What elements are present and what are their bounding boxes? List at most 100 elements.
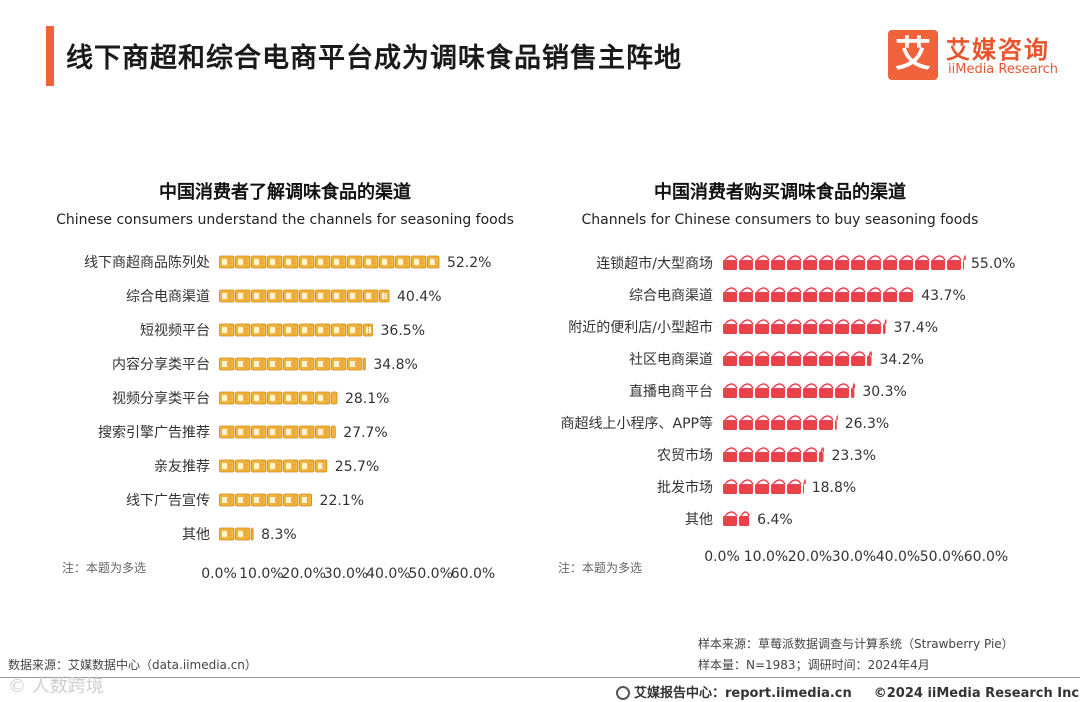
right-bag-handle [820, 415, 834, 421]
left-ticket-inner [238, 395, 243, 401]
right-bag-handle [772, 383, 786, 389]
left-ticket-inner [366, 293, 371, 299]
right-bag-handle [724, 351, 738, 357]
right-bag-mark [867, 260, 881, 270]
globe-icon [616, 686, 630, 700]
right-x-tick-6: 60.0% [964, 549, 1008, 565]
left-category-label-3: 内容分享类平台 [112, 356, 210, 373]
right-bag-handle [948, 255, 962, 261]
right-category-label-0: 连锁超市/大型商场 [596, 255, 713, 272]
left-ticket-inner [334, 259, 339, 265]
left-category-label-4: 视频分享类平台 [112, 390, 210, 407]
left-x-tick-1: 10.0% [239, 566, 283, 582]
right-bag-mark [867, 356, 872, 366]
right-bag-mark [723, 452, 737, 462]
left-ticket-inner [302, 327, 307, 333]
left-ticket-inner [222, 531, 227, 537]
right-bag-mark [755, 484, 769, 494]
right-bag-mark [739, 324, 753, 334]
watermark: © 人数跨境 [8, 676, 104, 697]
left-ticket-inner [238, 361, 243, 367]
right-bag-mark [787, 388, 801, 398]
left-ticket-inner [238, 327, 243, 333]
right-bag-handle [772, 255, 786, 261]
right-bag-handle [740, 255, 754, 261]
right-bag-handle [724, 319, 738, 325]
left-ticket-inner [222, 497, 227, 503]
logo-mark: 艾 [888, 30, 938, 80]
right-bag-handle [852, 319, 866, 325]
right-x-tick-0: 0.0% [704, 549, 740, 565]
right-bag-mark [835, 324, 849, 334]
left-category-label-7: 线下广告宣传 [126, 493, 210, 509]
left-x-tick-4: 40.0% [366, 566, 410, 582]
right-bag-handle [740, 383, 754, 389]
left-ticket-mark [363, 357, 366, 371]
right-bag-handle [820, 383, 834, 389]
right-bag-mark [867, 292, 881, 302]
left-ticket-inner [238, 531, 243, 537]
left-ticket-inner [350, 361, 355, 367]
right-bag-handle [836, 351, 850, 357]
right-category-label-3: 社区电商渠道 [629, 352, 713, 368]
right-category-label-1: 综合电商渠道 [629, 288, 713, 304]
right-bag-mark [787, 260, 801, 270]
right-bag-handle [740, 319, 754, 325]
right-bag-handle [788, 479, 802, 485]
right-chart-subtitle: Channels for Chinese consumers to buy se… [581, 212, 979, 228]
right-bag-handle [756, 255, 770, 261]
left-ticket-inner [366, 259, 371, 265]
left-bar-3: 内容分享类平台 34.8% [112, 356, 418, 373]
right-bag-mark [883, 292, 897, 302]
right-category-label-8: 其他 [685, 512, 713, 528]
right-bag-handle [868, 319, 882, 325]
left-category-label-8: 其他 [182, 527, 210, 543]
right-bag-handle [916, 255, 930, 261]
right-category-label-6: 农贸市场 [657, 447, 713, 464]
left-bar-5: 搜索引擎广告推荐 27.7% [98, 424, 388, 441]
right-category-label-7: 批发市场 [657, 479, 713, 496]
left-ticket-inner [302, 293, 307, 299]
left-ticket-inner [318, 463, 323, 469]
left-ticket-inner [302, 259, 307, 265]
right-bag-mark [723, 324, 737, 334]
left-ticket-mark [251, 527, 254, 541]
left-ticket-inner [222, 293, 227, 299]
report-center[interactable]: 艾媒报告中心：report.iimedia.cn [634, 686, 852, 701]
right-bag-mark [947, 260, 961, 270]
right-bag-mark [819, 452, 824, 462]
right-bag-mark [899, 260, 913, 270]
left-ticket-inner [286, 293, 291, 299]
left-ticket-inner [254, 293, 259, 299]
right-bag-mark [755, 260, 769, 270]
right-bag-handle [836, 319, 850, 325]
right-bag-mark [771, 420, 785, 430]
right-bag-mark [819, 356, 833, 366]
right-bag-mark [819, 260, 833, 270]
left-ticket-inner [414, 259, 419, 265]
left-ticket-mark [331, 425, 336, 439]
right-bag-mark [819, 292, 833, 302]
right-bag-handle [836, 255, 850, 261]
right-bag-mark [723, 356, 737, 366]
right-bag-handle [788, 287, 802, 293]
right-bag-handle [788, 383, 802, 389]
left-ticket-inner [286, 429, 291, 435]
right-bag-handle [740, 447, 754, 453]
right-bag-handle [868, 287, 882, 293]
left-ticket-inner [238, 497, 243, 503]
right-bag-mark [803, 324, 817, 334]
left-ticket-inner [286, 497, 291, 503]
left-ticket-inner [430, 259, 435, 265]
left-ticket-inner [286, 463, 291, 469]
right-bag-mark [771, 484, 785, 494]
left-ticket-inner [238, 259, 243, 265]
left-bar-2: 短视频平台 36.5% [140, 323, 425, 339]
right-bag-mark [851, 356, 865, 366]
left-ticket-inner [254, 429, 259, 435]
right-bag-mark [803, 452, 817, 462]
right-bag-handle [820, 351, 834, 357]
left-value-label-3: 34.8% [373, 357, 417, 373]
right-bag-handle [803, 479, 806, 485]
left-ticket-inner [318, 259, 323, 265]
